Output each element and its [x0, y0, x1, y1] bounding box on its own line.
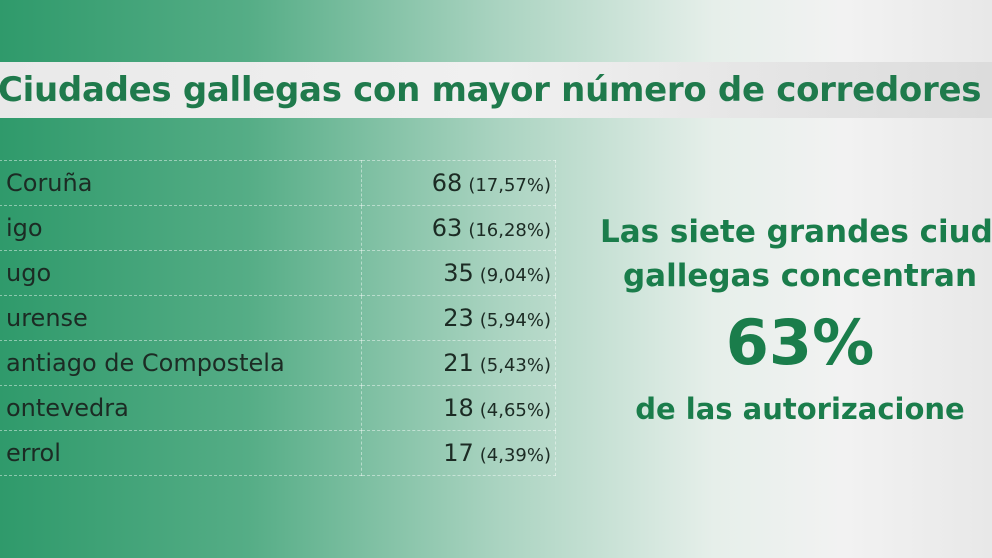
- table-row: ontevedra 18 (4,65%): [0, 385, 556, 431]
- count-cell: 68 (17,57%): [361, 160, 556, 206]
- city: Coruña: [0, 160, 362, 206]
- count: 23: [443, 304, 474, 332]
- count-cell: 18 (4,65%): [361, 385, 556, 431]
- table-row: antiago de Compostela 21 (5,43%): [0, 340, 556, 386]
- count: 68: [431, 169, 463, 197]
- highlight-number: 63%: [725, 306, 875, 379]
- percent: (17,57%): [468, 175, 551, 196]
- percent: (9,04%): [479, 265, 551, 286]
- count: 21: [443, 349, 474, 377]
- count: 63: [431, 214, 463, 242]
- count-cell: 21 (5,43%): [361, 340, 556, 386]
- table-row: errol 17 (4,39%): [0, 430, 556, 476]
- city: ontevedra: [0, 385, 362, 431]
- count-cell: 35 (9,04%): [361, 250, 556, 296]
- count-cell: 23 (5,94%): [361, 295, 556, 341]
- ranking-table: Coruña 68 (17,57%) igo 63 (16,28%) ugo 35 (9,04%…: [0, 160, 556, 476]
- percent: (5,43%): [479, 355, 551, 376]
- table-row: igo 63 (16,28%): [0, 205, 556, 251]
- city: antiago de Compostela: [0, 340, 362, 386]
- highlight-line: de las autorizacione: [635, 392, 965, 426]
- count: 35: [443, 259, 474, 287]
- count-cell: 63 (16,28%): [361, 205, 556, 251]
- city: ugo: [0, 250, 362, 296]
- city: errol: [0, 430, 362, 476]
- highlight-line: Las siete grandes ciuda: [600, 214, 992, 250]
- city: igo: [0, 205, 362, 251]
- percent: (4,65%): [479, 400, 551, 421]
- table-row: urense 23 (5,94%): [0, 295, 556, 341]
- title-bar: Ciudades gallegas con mayor número de co…: [0, 62, 992, 118]
- count: 17: [443, 439, 474, 467]
- table-row: ugo 35 (9,04%): [0, 250, 556, 296]
- count: 18: [443, 394, 474, 422]
- count-cell: 17 (4,39%): [361, 430, 556, 476]
- percent: (5,94%): [479, 310, 551, 331]
- percent: (16,28%): [468, 220, 551, 241]
- city: urense: [0, 295, 362, 341]
- table-row: Coruña 68 (17,57%): [0, 160, 556, 206]
- title: Ciudades gallegas con mayor número de co…: [0, 70, 982, 110]
- highlight-line: gallegas concentran: [622, 258, 978, 294]
- percent: (4,39%): [479, 445, 551, 466]
